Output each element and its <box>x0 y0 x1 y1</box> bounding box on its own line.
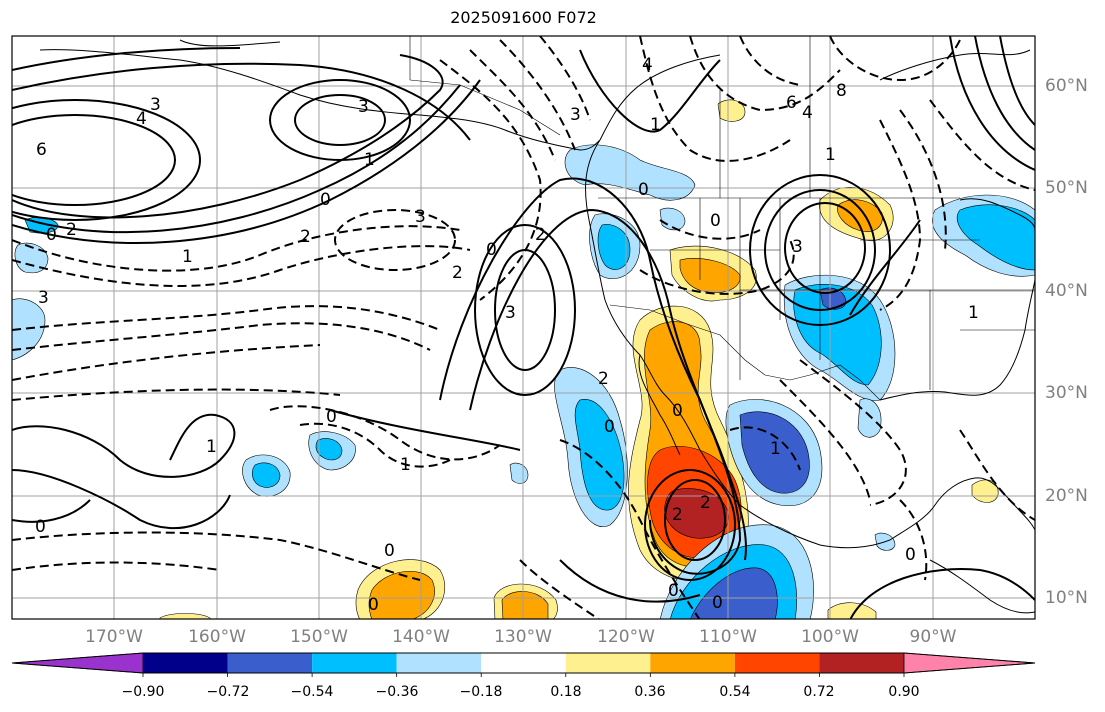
colorbar-tick-label: 0.36 <box>634 684 666 700</box>
contour-label: 0 <box>320 190 331 210</box>
lon-label: 100°W <box>801 627 859 647</box>
colorbar-tick-label: −0.72 <box>206 684 250 700</box>
contour-label: 4 <box>136 109 147 129</box>
colorbar-bin <box>819 653 904 673</box>
lat-label: 40°N <box>1045 281 1088 301</box>
contour-label: 0 <box>712 593 723 613</box>
borders <box>409 36 1035 401</box>
lon-label: 170°W <box>85 627 143 647</box>
contour-label: 1 <box>825 145 836 165</box>
contour-label: 4 <box>642 55 653 75</box>
contour-label: 1 <box>650 115 661 135</box>
contour-label: 2 <box>672 505 683 525</box>
colorbar-bin <box>396 653 482 673</box>
contour-label: 0 <box>668 581 679 601</box>
contour-label: 0 <box>368 595 379 615</box>
solid-contours <box>12 36 1035 619</box>
shaded-field <box>12 99 1035 619</box>
contour-label: 0 <box>326 407 337 427</box>
contour-label: 1 <box>182 247 193 267</box>
contour-label: 3 <box>505 303 516 323</box>
contour-label: 0 <box>638 180 649 200</box>
contour-label: 1 <box>968 303 979 323</box>
colorbar-bin <box>734 653 820 673</box>
contour-label: 1 <box>400 455 411 475</box>
colorbar-bin <box>650 653 735 673</box>
contour-label: 2 <box>66 220 77 240</box>
graticule <box>12 36 1035 619</box>
contour-label: 3 <box>38 288 49 308</box>
colorbar-bin <box>565 653 651 673</box>
contour-label: 0 <box>46 225 57 245</box>
lon-label: 90°W <box>909 627 957 647</box>
coastlines <box>39 39 1035 614</box>
contour-label: 2 <box>598 369 609 389</box>
contour-label: 8 <box>836 81 847 101</box>
lon-label: 120°W <box>597 627 655 647</box>
contour-label: 0 <box>905 545 916 565</box>
contour-label: 3 <box>792 237 803 257</box>
figure-title: 2025091600 F072 <box>450 8 597 27</box>
lon-label: 150°W <box>290 627 348 647</box>
lon-label: 130°W <box>494 627 552 647</box>
colorbar-tick-label: 0.90 <box>888 684 920 700</box>
colorbar-tick-label: 0.54 <box>719 684 751 700</box>
contour-label: 2 <box>300 227 311 247</box>
colorbar-tick-label: −0.54 <box>290 684 334 700</box>
contour-label: 2 <box>700 493 711 513</box>
lat-label: 50°N <box>1045 178 1088 198</box>
lat-label: 10°N <box>1045 588 1088 608</box>
lat-label: 60°N <box>1045 76 1088 96</box>
colorbar-tick-label: −0.90 <box>121 684 165 700</box>
dashed-contours <box>12 36 1035 619</box>
lon-label: 160°W <box>188 627 246 647</box>
contour-label: 3 <box>415 207 426 227</box>
lon-label: 140°W <box>392 627 450 647</box>
colorbar-bin <box>143 653 228 673</box>
colorbar-tick-label: −0.18 <box>459 684 503 700</box>
contour-label: 4 <box>802 103 813 123</box>
contour-label: 0 <box>710 211 721 231</box>
contour-label: 1 <box>770 439 781 459</box>
contour-labels: 3 3 4 6 1 2 0 1 3 2 0 3 0 2 3 4 1 0 2 0 … <box>35 55 979 615</box>
colorbar-extend-high <box>903 652 1036 674</box>
contour-label: 3 <box>150 95 161 115</box>
contour-label: 1 <box>364 150 375 170</box>
contour-label: 0 <box>35 517 46 537</box>
contour-label: 2 <box>535 225 546 245</box>
lon-label: 110°W <box>699 627 757 647</box>
contour-label: 1 <box>206 437 217 457</box>
contour-label: 0 <box>672 401 683 421</box>
contour-label: 0 <box>384 541 395 561</box>
contour-label: 3 <box>570 105 581 125</box>
lat-label: 30°N <box>1045 383 1088 403</box>
contour-label: 3 <box>358 97 369 117</box>
colorbar-tick-label: −0.36 <box>375 684 419 700</box>
map-frame <box>11 35 1036 620</box>
lat-label: 20°N <box>1045 486 1088 506</box>
contour-label: 2 <box>452 263 463 283</box>
contour-label: 0 <box>604 417 615 437</box>
colorbar-bin <box>227 653 313 673</box>
colorbar <box>11 652 1036 677</box>
colorbar-tick-label: 0.18 <box>550 684 582 700</box>
colorbar-bin <box>481 653 566 673</box>
colorbar-tick-label: 0.72 <box>803 684 835 700</box>
contour-label: 0 <box>486 240 497 260</box>
contour-label: 6 <box>36 140 47 160</box>
colorbar-bin <box>312 653 397 673</box>
contour-label: 6 <box>786 93 797 113</box>
colorbar-extend-low <box>11 652 144 674</box>
